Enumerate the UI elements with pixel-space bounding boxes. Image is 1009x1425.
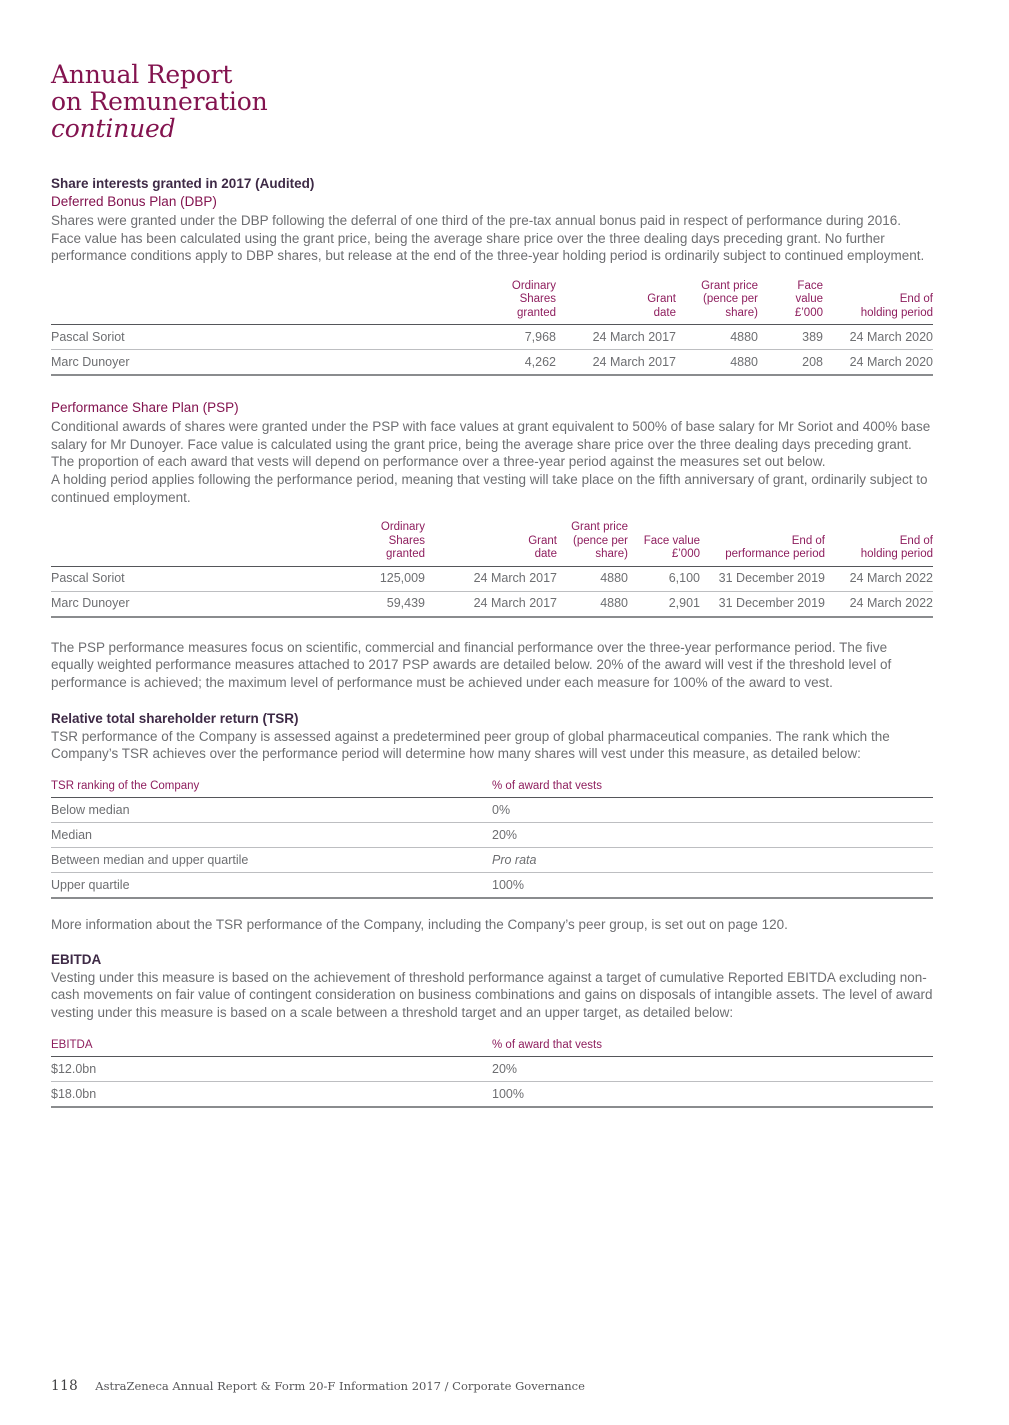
table-cell: $12.0bn <box>51 1056 492 1083</box>
dbp-table: Ordinary Shares granted Grant date Grant p… <box>51 277 933 377</box>
column-header: Face value £’000 <box>758 277 823 326</box>
tsr-paragraph: TSR performance of the Company is assess… <box>51 728 890 762</box>
column-header: End of holding period <box>825 519 933 567</box>
table-cell: 4880 <box>676 349 758 377</box>
table-cell: 24 March 2017 <box>425 591 557 618</box>
table-cell: 20% <box>492 1056 933 1083</box>
column-header: Grant price (pence per share) <box>676 277 758 326</box>
title-continued: continued <box>51 114 176 143</box>
column-header <box>51 519 350 567</box>
table-cell: 24 March 2022 <box>825 591 933 618</box>
table-cell: 24 March 2022 <box>825 566 933 592</box>
page-footer: 118 AstraZeneca Annual Report & Form 20-F… <box>51 1375 585 1394</box>
table-cell: 4,262 <box>441 349 556 377</box>
table-cell: Marc Dunoyer <box>51 591 350 618</box>
table-cell: 31 December 2019 <box>700 591 825 618</box>
ebitda-paragraph: Vesting under this measure is based on t… <box>51 969 933 1020</box>
table-cell: 24 March 2017 <box>425 566 557 592</box>
footer-text: AstraZeneca Annual Report & Form 20-F In… <box>95 1379 585 1393</box>
psp-table-header-row: Ordinary Shares granted Grant date Grant p… <box>51 519 933 567</box>
psp-paragraph: Conditional awards of shares were grante… <box>51 419 931 505</box>
psp-table: Ordinary Shares granted Grant date Grant p… <box>51 519 933 618</box>
column-header: Grant price (pence per share) <box>557 519 628 567</box>
tsr-table: TSR ranking of the Company% of award tha… <box>51 777 933 900</box>
column-header: % of award that vests <box>492 777 933 799</box>
section-heading-ebitda: EBITDA <box>51 951 102 967</box>
table-cell: 4880 <box>557 591 628 618</box>
table-cell: 389 <box>758 324 823 351</box>
table-row: Upper quartile 100% <box>51 872 933 900</box>
table-row: Between median and upper quartile Pro rat… <box>51 847 933 874</box>
table-cell: Pro rata <box>492 847 933 874</box>
table-cell: 59,439 <box>350 591 425 618</box>
table-cell: 208 <box>758 349 823 377</box>
section-heading-share-interests: Share interests granted in 2017 (Audited… <box>51 176 315 191</box>
table-cell: 0% <box>492 797 933 824</box>
title-line-1: Annual Report <box>51 60 233 89</box>
table-cell: 24 March 2017 <box>556 349 676 377</box>
table-cell: 31 December 2019 <box>700 566 825 592</box>
table-cell: $18.0bn <box>51 1081 492 1109</box>
table-cell: 24 March 2017 <box>556 324 676 351</box>
column-header: TSR ranking of the Company <box>51 777 492 799</box>
table-row: Pascal Soriot 7,968 24 March 2017 4880 389 24… <box>51 324 933 351</box>
subsection-heading-dbp: Deferred Bonus Plan (DBP) <box>51 194 217 209</box>
page-title: Annual Report on Remuneration continued <box>51 61 933 142</box>
column-header: End of holding period <box>823 277 933 326</box>
table-cell: 4880 <box>557 566 628 592</box>
table-cell: 24 March 2020 <box>823 324 933 351</box>
footer-page-number: 118 <box>51 1378 79 1394</box>
ebitda-table-header-row: EBITDA% of award that vests <box>51 1036 933 1058</box>
column-header: Grant date <box>425 519 557 567</box>
table-cell: 20% <box>492 822 933 849</box>
column-header: EBITDA <box>51 1036 492 1058</box>
psp-measures-paragraph: The PSP performance measures focus on sc… <box>51 639 892 690</box>
table-cell: 6,100 <box>628 566 700 592</box>
column-header: Ordinary Shares granted <box>350 519 425 567</box>
table-cell: 125,009 <box>350 566 425 592</box>
column-header: End of performance period <box>700 519 825 567</box>
table-cell: Marc Dunoyer <box>51 349 441 377</box>
dbp-paragraph: Shares were granted under the DBP follow… <box>51 213 925 264</box>
table-cell: 100% <box>492 872 933 900</box>
table-row: Pascal Soriot 125,009 24 March 2017 4880 6,1… <box>51 566 933 592</box>
table-cell: Upper quartile <box>51 872 492 900</box>
table-row: $12.0bn 20% <box>51 1056 933 1083</box>
column-header: Grant date <box>556 277 676 326</box>
table-row: Median 20% <box>51 822 933 849</box>
table-row: $18.0bn 100% <box>51 1081 933 1109</box>
subsection-heading-psp: Performance Share Plan (PSP) <box>51 400 239 416</box>
table-cell: Below median <box>51 797 492 824</box>
column-header: Ordinary Shares granted <box>441 277 556 326</box>
table-cell: 7,968 <box>441 324 556 351</box>
column-header: % of award that vests <box>492 1036 933 1058</box>
table-cell: Median <box>51 822 492 849</box>
table-cell: 100% <box>492 1081 933 1109</box>
tsr-more-info-paragraph: More information about the TSR performan… <box>51 917 788 933</box>
table-cell: 2,901 <box>628 591 700 618</box>
dbp-table-header-row: Ordinary Shares granted Grant date Grant p… <box>51 277 933 326</box>
column-header <box>51 277 441 326</box>
table-row: Below median 0% <box>51 797 933 824</box>
title-line-2: on Remuneration <box>51 87 268 116</box>
tsr-table-header-row: TSR ranking of the Company% of award tha… <box>51 777 933 799</box>
table-cell: 24 March 2020 <box>823 349 933 377</box>
table-row: Marc Dunoyer 59,439 24 March 2017 4880 2,901… <box>51 591 933 618</box>
section-heading-tsr: Relative total shareholder return (TSR) <box>51 710 299 726</box>
column-header: Face value £’000 <box>628 519 700 567</box>
table-cell: Pascal Soriot <box>51 566 350 592</box>
table-cell: Pascal Soriot <box>51 324 441 351</box>
table-row: Marc Dunoyer 4,262 24 March 2017 4880 208 24 … <box>51 349 933 377</box>
table-cell: Between median and upper quartile <box>51 847 492 874</box>
ebitda-table: EBITDA% of award that vests $12.0bn 20% $1… <box>51 1036 933 1109</box>
page-content: Annual Report on Remuneration continued … <box>51 0 933 1109</box>
table-cell: 4880 <box>676 324 758 351</box>
